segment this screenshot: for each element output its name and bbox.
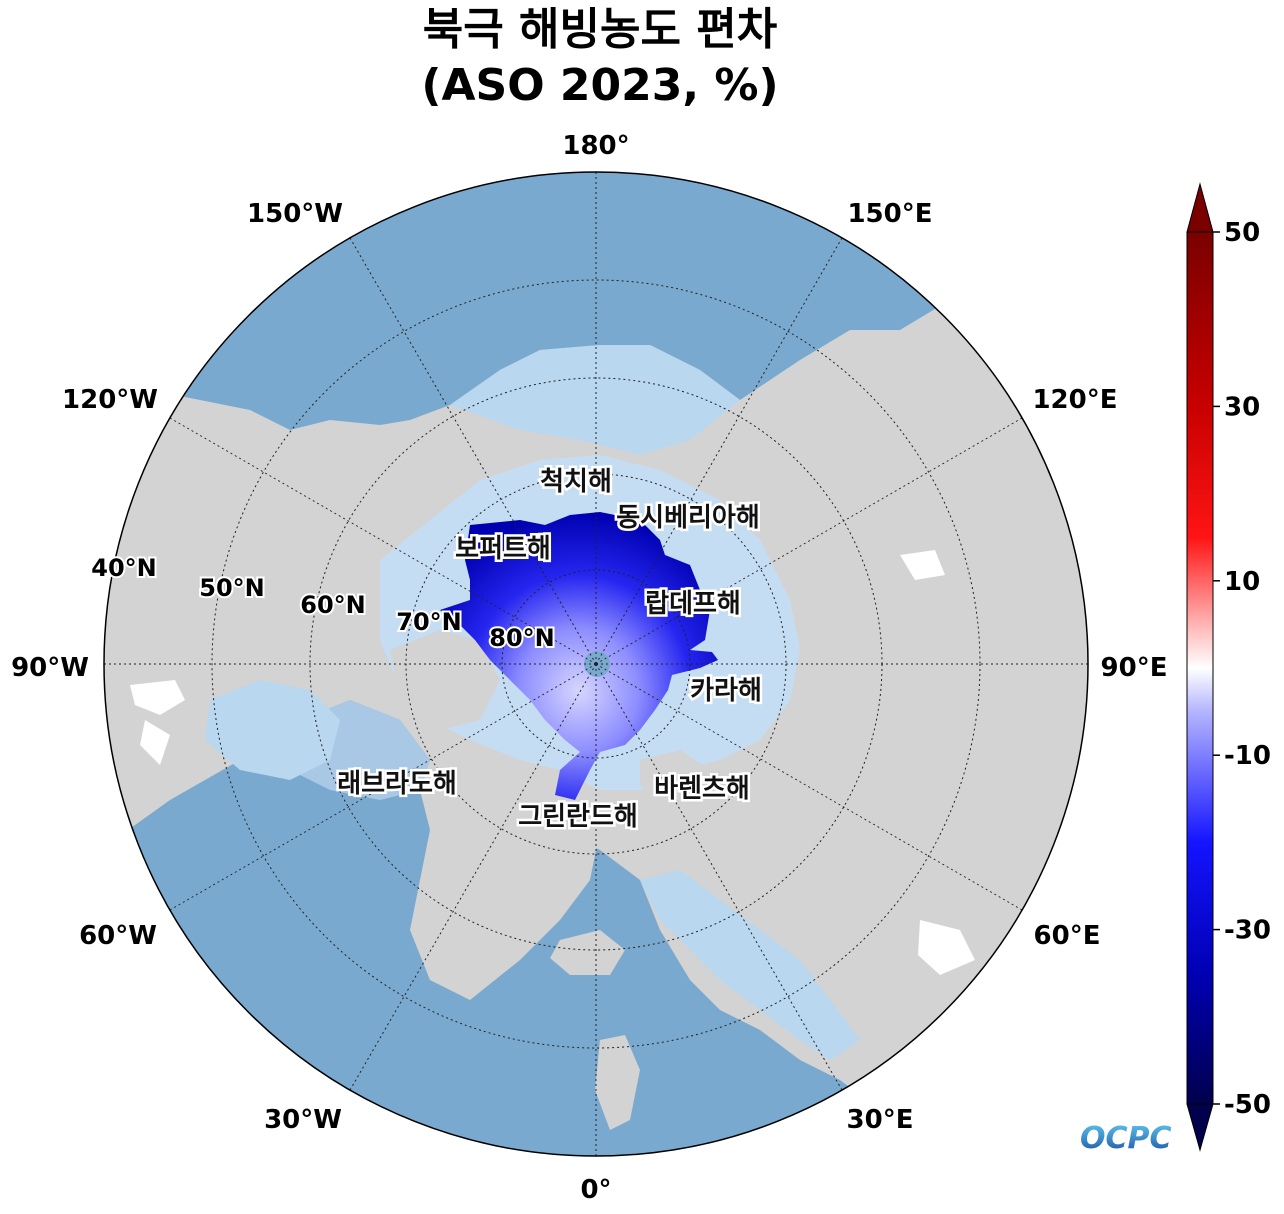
lake-3	[918, 920, 975, 975]
ice-anomaly-field	[440, 512, 718, 800]
title-line-1: 북극 해빙농도 편차	[422, 4, 778, 55]
map-boundary	[103, 171, 1089, 1157]
lat-label-70n: 70°N	[396, 608, 461, 636]
graticule	[104, 172, 1088, 1156]
sea-label-kara: 카라해	[690, 676, 762, 706]
colorbar-extend-max	[1186, 182, 1214, 233]
ocpc-logo: OCPC	[1080, 1121, 1172, 1156]
sea-label-laptev: 랍데프해	[645, 589, 741, 619]
lake-4	[900, 550, 945, 580]
sea-label-greenland: 그린란드해	[518, 802, 638, 832]
colorbar-tick-label: 10	[1224, 567, 1260, 597]
lat-label-50n: 50°N	[199, 574, 264, 602]
colorbar-tick-label: 50	[1224, 218, 1260, 248]
lon-label-90w: 90°W	[11, 653, 89, 683]
lon-label-30e: 30°E	[847, 1105, 914, 1135]
canadian-archipelago	[390, 630, 500, 730]
title-line-2: (ASO 2023, %)	[421, 60, 779, 111]
meridian-line	[595, 663, 843, 1091]
meridian-line	[349, 237, 597, 665]
meridian-line	[169, 663, 597, 911]
lat-label-60n: 60°N	[300, 591, 365, 619]
lon-label-60e: 60°E	[1034, 921, 1101, 951]
lat-label-40n: 40°N	[91, 554, 156, 582]
lon-label-0: 0°	[580, 1175, 611, 1205]
colorbar-tick-label: -10	[1224, 741, 1271, 771]
longitude-labels: 180° 150°E 120°E 90°E 60°E 30°E 0° 30°W …	[11, 131, 1167, 1205]
ocpc-logo-text: OCPC	[1080, 1121, 1172, 1156]
bering-shelf	[450, 345, 740, 455]
sea-labels: 척치해 동시베리아해 보퍼트해 랍데프해 카라해 바렌츠해 래브라도해 그린란드…	[335, 465, 765, 835]
lon-label-90e: 90°E	[1101, 653, 1168, 683]
meridian-line	[595, 417, 1023, 665]
lon-label-30w: 30°W	[264, 1105, 342, 1135]
lake-2	[140, 720, 170, 765]
lat-label-80n: 80°N	[489, 624, 554, 652]
lon-label-150e: 150°E	[847, 199, 932, 229]
lon-label-180: 180°	[562, 131, 629, 161]
latitude-circle	[501, 569, 691, 759]
lon-label-120w: 120°W	[62, 385, 158, 415]
british-isles	[595, 1035, 640, 1130]
sea-label-beaufort: 보퍼트해	[455, 534, 551, 564]
sea-label-chukchi: 척치해	[540, 467, 612, 497]
sea-label-barents: 바렌츠해	[654, 774, 750, 804]
lon-label-120e: 120°E	[1032, 385, 1117, 415]
lon-label-150w: 150°W	[247, 199, 343, 229]
colorbar-tick-label: -30	[1224, 916, 1271, 946]
map-title: 북극 해빙농도 편차 (ASO 2023, %)	[0, 2, 1200, 114]
iceland	[550, 930, 625, 975]
colorbar-gradient	[1186, 231, 1214, 1105]
colorbar-ticks: 50 30 10 -10 -30 -50	[1213, 218, 1271, 1120]
norwegian-shelf	[640, 870, 860, 1060]
meridian-line	[169, 417, 597, 665]
colorbar-tick-label: 30	[1224, 392, 1260, 422]
colorbar: 50 30 10 -10 -30 -50	[1186, 182, 1271, 1152]
lake-1	[130, 680, 185, 715]
meridian-line	[595, 237, 843, 665]
latitude-circle	[211, 279, 981, 1049]
map-disk	[104, 172, 1088, 1156]
greenland	[410, 740, 600, 1000]
svalbard-region	[640, 750, 710, 805]
sea-label-labrador: 래브라도해	[337, 769, 457, 799]
sea-label-east-siberian: 동시베리아해	[616, 503, 760, 533]
meridian-line	[349, 663, 597, 1091]
hudson-bay	[205, 680, 340, 780]
lon-label-60w: 60°W	[79, 921, 157, 951]
colorbar-extend-min	[1186, 1103, 1214, 1152]
latitude-labels: 40°N 50°N 60°N 70°N 80°N	[89, 552, 556, 654]
meridian-line	[595, 663, 1023, 911]
colorbar-tick-label: -50	[1224, 1090, 1271, 1120]
